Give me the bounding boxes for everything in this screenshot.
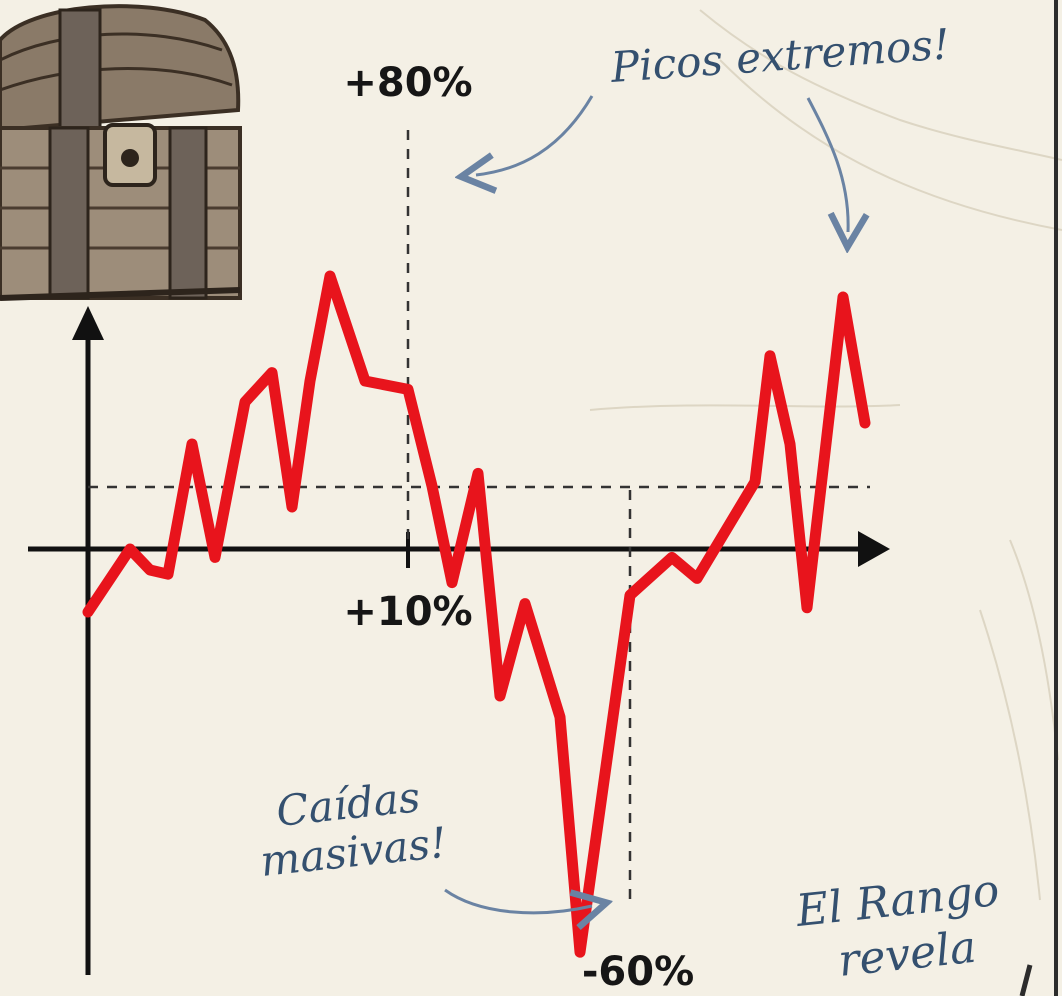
frame-corner bbox=[1019, 964, 1033, 996]
peaks-note: Picos extremos! bbox=[608, 19, 951, 92]
y-axis bbox=[72, 306, 104, 975]
peak-label: +80% bbox=[343, 60, 472, 106]
reference-lines bbox=[88, 130, 870, 905]
drops-arrow bbox=[444, 888, 592, 913]
peaks-arrow-left bbox=[476, 95, 594, 175]
series-line bbox=[82, 270, 871, 958]
range-note-line2: revela bbox=[836, 922, 979, 987]
trough-label: -60% bbox=[582, 949, 694, 995]
mid-label: +10% bbox=[343, 589, 472, 635]
treasure-chest-illustration bbox=[0, 4, 242, 301]
peaks-arrow-right bbox=[806, 97, 848, 232]
background-map-lines bbox=[589, 9, 1062, 901]
